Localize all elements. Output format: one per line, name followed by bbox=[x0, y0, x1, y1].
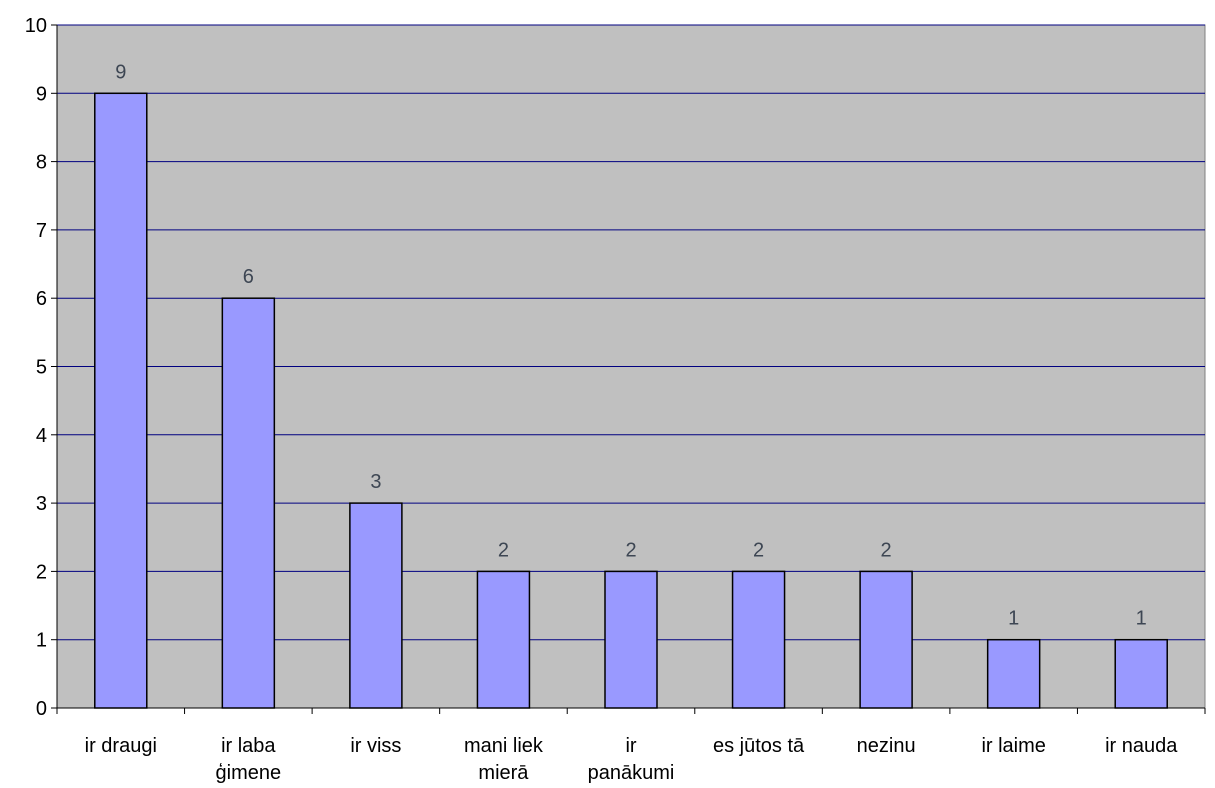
data-label: 1 bbox=[1136, 608, 1147, 630]
y-tick-label: 10 bbox=[25, 15, 47, 37]
data-label: 2 bbox=[498, 539, 509, 561]
y-tick-label: 2 bbox=[36, 561, 47, 583]
y-tick-label: 0 bbox=[36, 698, 47, 720]
bar bbox=[476, 570, 531, 709]
y-tick-label: 4 bbox=[36, 425, 47, 447]
bar bbox=[94, 92, 148, 709]
y-tick-label: 5 bbox=[36, 357, 47, 379]
bar bbox=[604, 570, 658, 709]
y-tick-label: 6 bbox=[36, 288, 47, 310]
bar bbox=[349, 502, 403, 709]
bar bbox=[1114, 638, 1168, 709]
y-tick-label: 7 bbox=[36, 220, 47, 242]
y-tick-label: 9 bbox=[36, 83, 47, 105]
x-tick-label: ir bbox=[625, 735, 636, 757]
data-label: 6 bbox=[243, 266, 254, 288]
x-tick-label: ir viss bbox=[350, 735, 401, 757]
bar bbox=[859, 570, 913, 709]
data-label: 9 bbox=[115, 61, 126, 83]
data-label: 1 bbox=[1008, 608, 1019, 630]
y-axis-ticks: 0 1 2 3 4 5 6 7 8 9 10 bbox=[25, 15, 57, 720]
x-tick-label: mierā bbox=[478, 762, 529, 784]
bar bbox=[731, 570, 786, 709]
bar bbox=[221, 297, 276, 709]
x-tick-label: panākumi bbox=[588, 762, 675, 784]
y-tick-label: 1 bbox=[36, 630, 47, 652]
bar bbox=[986, 638, 1041, 709]
x-tick-label: es jūtos tā bbox=[713, 735, 805, 757]
x-tick-label: mani liek bbox=[464, 735, 544, 757]
x-tick-label: ģimene bbox=[216, 762, 282, 784]
data-label: 3 bbox=[370, 471, 381, 493]
x-tick-label: ir nauda bbox=[1105, 735, 1178, 757]
y-tick-label: 3 bbox=[36, 493, 47, 515]
x-tick-label: ir laba bbox=[221, 735, 276, 757]
data-label: 2 bbox=[753, 539, 764, 561]
x-tick-label: ir laime bbox=[981, 735, 1045, 757]
data-labels: 9 6 3 2 2 2 2 1 1 bbox=[115, 61, 1147, 629]
data-label: 2 bbox=[625, 539, 636, 561]
x-tick-label: nezinu bbox=[857, 735, 916, 757]
y-tick-label: 8 bbox=[36, 152, 47, 174]
x-axis-ticks: ir draugi ir laba ģimene ir viss mani liek mi… bbox=[56, 708, 1206, 784]
data-label: 2 bbox=[881, 539, 892, 561]
x-tick-label: ir draugi bbox=[85, 735, 157, 757]
